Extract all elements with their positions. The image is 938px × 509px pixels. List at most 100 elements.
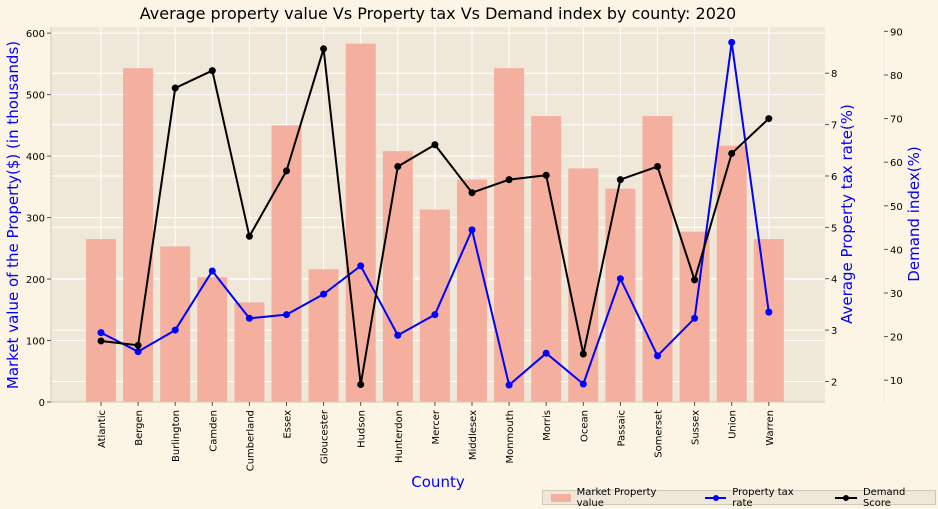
tick-label: 3 bbox=[831, 326, 837, 337]
bar bbox=[568, 168, 599, 402]
tick-label: 6 bbox=[831, 172, 837, 183]
legend: Market Property value Property tax rate … bbox=[542, 487, 936, 509]
data-point bbox=[616, 275, 624, 283]
data-point bbox=[765, 115, 773, 123]
tick-label: Morris bbox=[542, 410, 553, 441]
bar bbox=[605, 188, 636, 402]
bar bbox=[531, 116, 562, 402]
tick-label: 4 bbox=[831, 275, 837, 286]
legend-swatch-blue-line bbox=[704, 494, 727, 502]
tick-label: Passaic bbox=[616, 410, 627, 447]
bar bbox=[308, 269, 339, 402]
tick-label: Essex bbox=[283, 410, 294, 439]
data-point bbox=[97, 329, 105, 337]
data-point bbox=[431, 141, 439, 149]
data-point bbox=[468, 226, 476, 234]
tick-label: 2 bbox=[831, 377, 837, 388]
tick-label: 50 bbox=[890, 202, 903, 213]
data-point bbox=[394, 163, 402, 171]
tick-label: Atlantic bbox=[97, 410, 108, 448]
tick-label: 40 bbox=[890, 245, 903, 256]
tick-label: 5 bbox=[831, 223, 837, 234]
tick-label: 10 bbox=[890, 376, 903, 387]
data-point bbox=[245, 314, 253, 322]
data-point bbox=[394, 331, 402, 339]
data-point bbox=[765, 308, 773, 316]
tick-label: 200 bbox=[26, 275, 45, 286]
tick-label: 600 bbox=[26, 29, 45, 40]
y-axis-left-label: Market value of the Property($) (in thou… bbox=[4, 41, 22, 389]
data-point bbox=[97, 337, 105, 345]
legend-item-tax-rate: Property tax rate bbox=[704, 486, 816, 509]
y-axis-left: 0 100 200 300 400 500 600 bbox=[26, 27, 52, 409]
data-point bbox=[579, 380, 587, 388]
tick-label: Mercer bbox=[431, 409, 442, 444]
tick-label: Ocean bbox=[579, 410, 590, 442]
tick-label: 8 bbox=[831, 69, 837, 80]
data-point bbox=[283, 311, 290, 319]
line-series-property-tax-rate bbox=[97, 38, 773, 389]
data-point bbox=[728, 149, 736, 157]
y-axis-right-tax-label: Average Property tax rate(%) bbox=[838, 104, 856, 324]
tick-label: 60 bbox=[890, 158, 903, 169]
tick-label: 400 bbox=[26, 152, 45, 163]
data-point bbox=[616, 176, 624, 184]
data-point bbox=[245, 232, 253, 240]
tick-label: 7 bbox=[831, 121, 837, 132]
tick-label: 20 bbox=[890, 333, 903, 344]
tick-label: Warren bbox=[765, 410, 776, 446]
data-point bbox=[431, 311, 439, 319]
data-point bbox=[728, 38, 736, 46]
tick-label: Union bbox=[728, 410, 739, 439]
legend-item-demand-score: Demand Score bbox=[835, 487, 935, 509]
bar bbox=[494, 68, 525, 402]
data-point bbox=[134, 348, 142, 356]
tick-label: 70 bbox=[890, 115, 903, 126]
tick-label: Hudson bbox=[357, 410, 368, 448]
legend-swatch-black-line bbox=[835, 494, 857, 502]
tick-label: Camden bbox=[208, 410, 219, 452]
data-point bbox=[357, 381, 365, 389]
tick-label: Bergen bbox=[134, 410, 145, 446]
tick-label: 100 bbox=[26, 337, 45, 348]
bar bbox=[716, 145, 747, 403]
legend-label: Property tax rate bbox=[732, 486, 794, 509]
bar bbox=[345, 43, 376, 403]
data-point bbox=[320, 290, 328, 298]
tick-label: Middlesex bbox=[468, 410, 479, 460]
tick-label: Gloucester bbox=[320, 409, 331, 464]
tick-label: 0 bbox=[39, 398, 45, 409]
data-point bbox=[579, 350, 587, 358]
bar bbox=[86, 239, 116, 402]
tick-label: 300 bbox=[26, 214, 45, 225]
legend-swatch-bar bbox=[551, 493, 571, 502]
bar bbox=[382, 151, 413, 402]
data-point bbox=[691, 314, 699, 322]
data-point bbox=[208, 67, 216, 75]
tick-label: 30 bbox=[890, 289, 903, 300]
data-point bbox=[320, 45, 328, 53]
data-point bbox=[357, 262, 365, 270]
data-point bbox=[542, 349, 550, 357]
tick-label: 500 bbox=[26, 91, 45, 102]
data-point bbox=[654, 163, 661, 171]
data-point bbox=[542, 171, 550, 179]
legend-label: Demand Score bbox=[862, 486, 906, 509]
data-point bbox=[505, 381, 513, 389]
data-point bbox=[505, 176, 513, 184]
bar bbox=[457, 179, 487, 402]
y-axis-right-tax: 2 3 4 5 6 7 8 bbox=[825, 69, 837, 388]
y-axis-right-demand: 10 20 30 40 50 60 70 80 90 bbox=[883, 27, 903, 402]
tick-label: Burlington bbox=[171, 410, 182, 462]
tick-label: Somerset bbox=[654, 410, 665, 458]
tick-label: 80 bbox=[890, 71, 903, 82]
x-axis: Atlantic Bergen Burlington Camden Cumberland… bbox=[51, 401, 825, 471]
line-series-demand-score bbox=[97, 45, 773, 389]
bar bbox=[160, 246, 191, 402]
data-point bbox=[654, 352, 661, 360]
data-point bbox=[283, 167, 290, 175]
data-point bbox=[134, 341, 142, 349]
x-axis-label: County bbox=[411, 473, 465, 491]
bar bbox=[197, 277, 228, 402]
